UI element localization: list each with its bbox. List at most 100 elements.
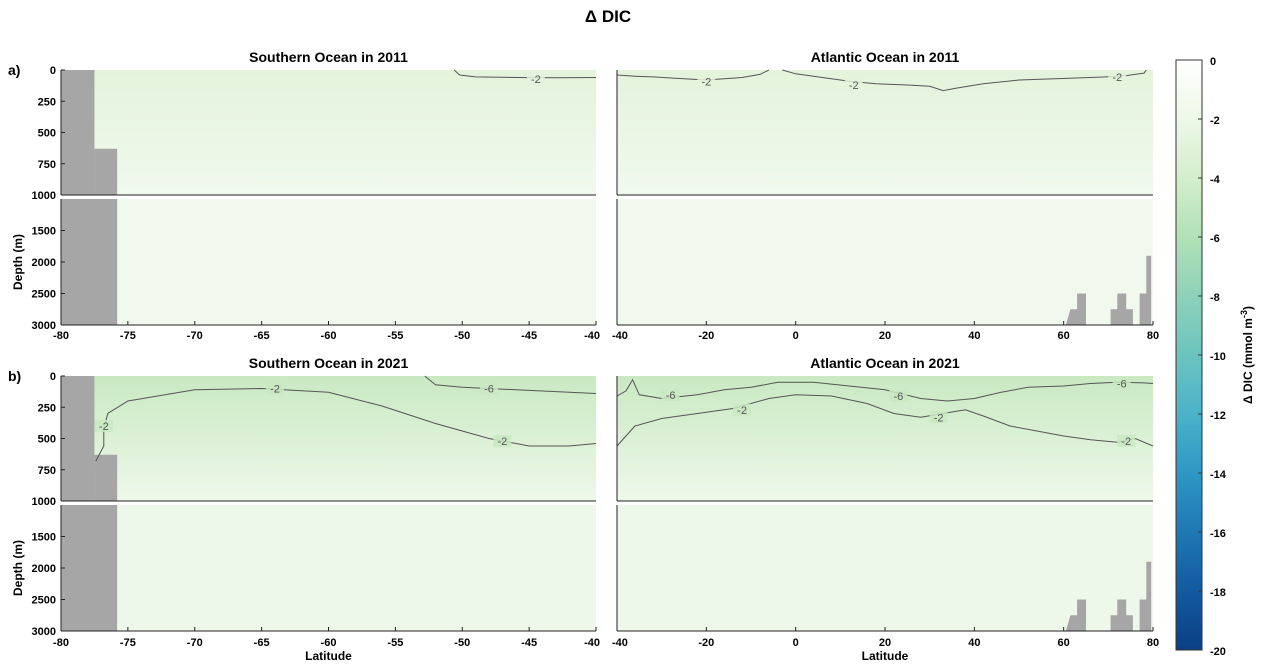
contour-label: -6 <box>666 390 676 402</box>
contour-label: -6 <box>1117 379 1127 391</box>
upper-field <box>617 70 1153 195</box>
x-tick-label: -20 <box>698 637 714 649</box>
x-tick-label: 60 <box>1058 637 1070 649</box>
contour-line <box>453 69 597 79</box>
contour-label-bg <box>889 390 908 402</box>
y-tick-label: 2000 <box>32 563 56 575</box>
x-tick-label: -55 <box>387 637 403 649</box>
x-tick-label: -75 <box>120 637 136 649</box>
row-b: b) Southern Ocean in 2021 -2 -2 -2 -6 -80 -75 -7… <box>8 355 1159 663</box>
colorbar-tick-label: -18 <box>1210 587 1226 599</box>
x-tick-label: -40 <box>584 637 600 649</box>
y-tick-label: 1500 <box>32 226 56 238</box>
lower-field <box>617 505 1153 631</box>
contour-label: -2 <box>1112 72 1122 84</box>
x-tick-label: -65 <box>254 637 270 649</box>
colorbar-label-name: Δ DIC <box>1241 368 1255 404</box>
y-tick-label: 3000 <box>32 320 56 332</box>
lower-field <box>61 505 596 631</box>
y-tick-label: 1000 <box>32 496 56 508</box>
x-tick-label: 80 <box>1147 637 1159 649</box>
figure-title: Δ DIC <box>585 7 631 26</box>
upper-field <box>61 376 596 501</box>
y-tick-label: 3000 <box>32 626 56 638</box>
x-axis-label: Latitude <box>305 649 352 663</box>
contour-label: -2 <box>701 76 711 88</box>
contour-label-bg <box>94 420 113 432</box>
contour-label: -2 <box>1121 436 1131 448</box>
colorbar-tick-label: -16 <box>1210 528 1226 540</box>
panels-layer: a) Southern Ocean in 2011 -2 -80 -75 -70 -65 -6… <box>8 49 1159 663</box>
colorbar-label-exponent: -3 <box>1239 310 1249 318</box>
y-tick-label: 500 <box>38 128 56 140</box>
panel-title: Atlantic Ocean in 2011 <box>811 49 960 65</box>
row-label: b) <box>8 368 21 384</box>
seafloor-shape <box>61 376 95 501</box>
y-tick-label: 0 <box>50 371 56 383</box>
x-tick-label: -75 <box>120 330 136 342</box>
contour-label-bg <box>929 411 948 424</box>
contour-line <box>616 394 1154 447</box>
colorbar-label-close: ) <box>1241 306 1255 310</box>
colorbar-scale <box>1175 59 1203 651</box>
x-tick-label: -60 <box>321 330 337 342</box>
x-tick-label: -45 <box>521 637 537 649</box>
upper-field <box>61 70 596 195</box>
y-tick-label: 1000 <box>32 190 56 202</box>
contour-label-bg <box>1112 377 1131 390</box>
panel-atlantic: Atlantic Ocean in 2011 -2 -2 -2 -40 -20 0 20 40 6… <box>612 49 1159 342</box>
contour-label-bg <box>661 388 680 401</box>
colorbar-tick-label: 0 <box>1210 56 1216 68</box>
seafloor-shape <box>94 148 118 195</box>
x-tick-label: -80 <box>53 637 69 649</box>
y-tick-label: 0 <box>50 65 56 77</box>
y-tick-label: 250 <box>38 402 56 414</box>
colorbar-tick-label: -10 <box>1210 351 1226 363</box>
contour-label-bg <box>480 382 498 395</box>
contour-line <box>616 378 1154 402</box>
contour-label: -2 <box>497 436 507 448</box>
seafloor-shape <box>94 454 118 501</box>
panel-title: Southern Ocean in 2011 <box>249 49 408 65</box>
x-tick-label: 40 <box>968 637 980 649</box>
lower-field <box>617 199 1153 325</box>
x-tick-label: 20 <box>879 637 891 649</box>
y-tick-label: 1500 <box>32 532 56 544</box>
y-tick-label: 500 <box>38 434 56 446</box>
contour-label: -2 <box>99 421 109 433</box>
x-tick-label: -60 <box>321 637 337 649</box>
x-tick-label: -65 <box>254 330 270 342</box>
contour-label-bg <box>266 382 284 395</box>
contour-label: -2 <box>849 80 859 92</box>
contour-label: -6 <box>894 391 904 403</box>
x-tick-label: -40 <box>612 637 628 649</box>
panel-title: Atlantic Ocean in 2021 <box>810 355 960 371</box>
upper-field <box>617 376 1153 501</box>
contour-label-bg <box>526 72 545 85</box>
x-tick-label: -20 <box>698 330 714 342</box>
x-tick-label: -45 <box>521 330 537 342</box>
y-axis-label: Depth (m) <box>11 234 25 290</box>
contour-label-bg <box>1108 70 1127 83</box>
y-axis-label: Depth (m) <box>11 540 25 596</box>
row-a: a) Southern Ocean in 2011 -2 -80 -75 -70 -65 -6… <box>8 49 1159 342</box>
x-tick-label: -50 <box>454 330 470 342</box>
x-tick-label: -55 <box>387 330 403 342</box>
y-tick-label: 250 <box>38 96 56 108</box>
x-tick-label: 40 <box>968 330 980 342</box>
x-tick-label: 0 <box>793 637 799 649</box>
seafloor-shape <box>61 70 95 195</box>
colorbar-label-units: (mmol m <box>1241 318 1255 368</box>
x-tick-label: -40 <box>584 330 600 342</box>
panel-southern: Southern Ocean in 2011 -2 -80 -75 -70 -65 -60 -… <box>11 49 600 342</box>
x-tick-label: 0 <box>793 330 799 342</box>
contour-label: -2 <box>531 74 541 86</box>
contour-label: -2 <box>270 384 280 396</box>
colorbar-tick-label: -20 <box>1210 646 1226 658</box>
colorbar-label: Δ DIC (mmol m-3) <box>1239 306 1255 404</box>
panel-southern: Southern Ocean in 2021 -2 -2 -2 -6 -80 -75 -70 -… <box>11 355 600 663</box>
contour-label: -2 <box>934 412 944 424</box>
seafloor-shape <box>61 199 118 325</box>
x-tick-label: -70 <box>187 330 203 342</box>
x-tick-label: 80 <box>1147 330 1159 342</box>
